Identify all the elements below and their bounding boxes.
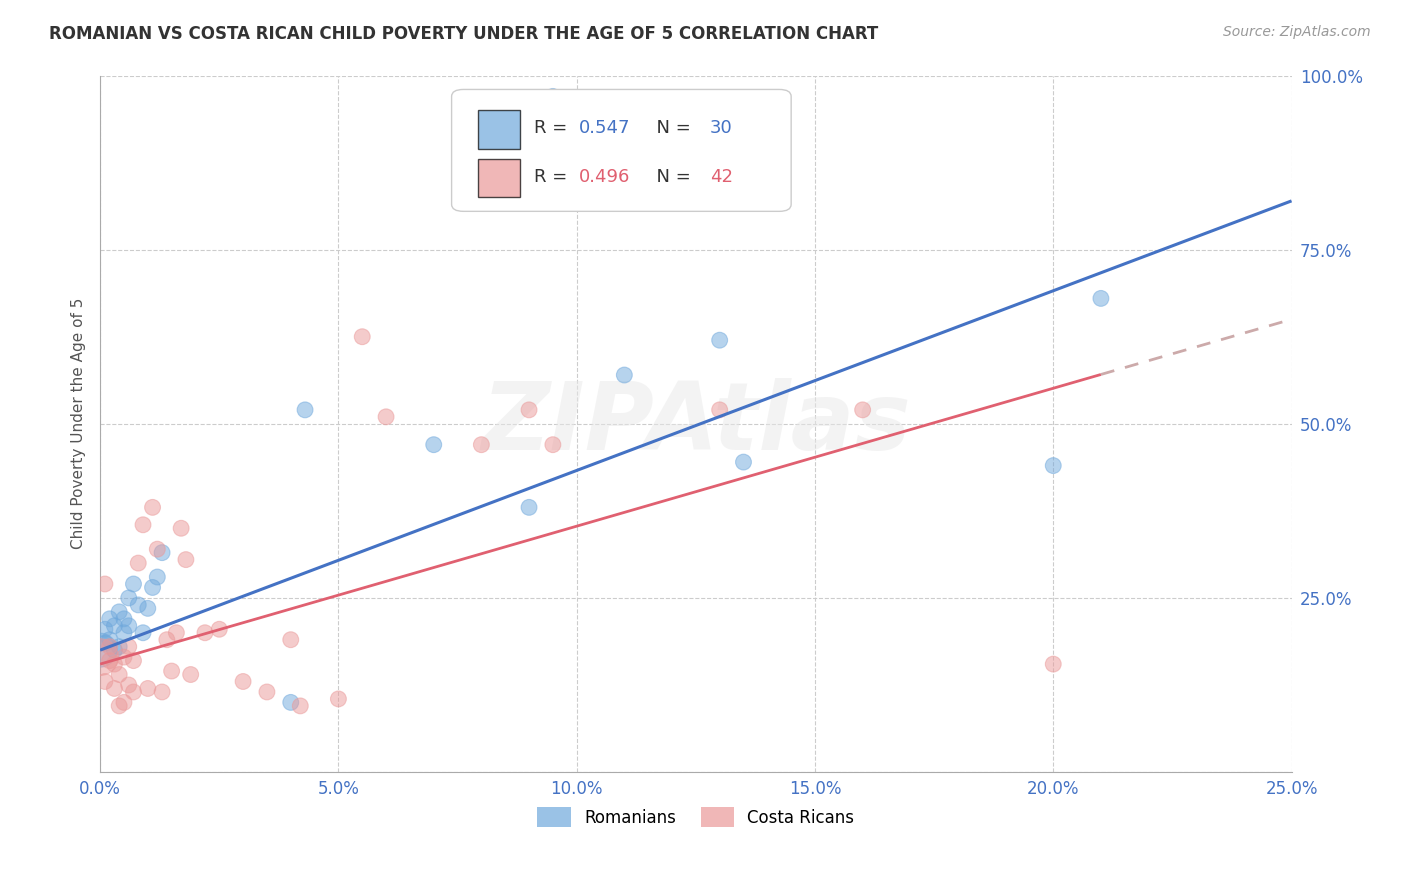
- Point: [290, 698, 312, 713]
- Point: [160, 664, 183, 678]
- Text: N =: N =: [644, 119, 696, 136]
- Text: R =: R =: [534, 168, 572, 186]
- FancyBboxPatch shape: [451, 89, 792, 211]
- Point: [94, 622, 117, 636]
- Point: [108, 605, 131, 619]
- Legend: Romanians, Costa Ricans: Romanians, Costa Ricans: [530, 801, 860, 833]
- Point: [194, 625, 217, 640]
- Point: [170, 521, 193, 535]
- Point: [108, 698, 131, 713]
- Point: [232, 674, 254, 689]
- Point: [517, 500, 540, 515]
- Point: [94, 674, 117, 689]
- Point: [136, 681, 159, 696]
- Point: [108, 640, 131, 654]
- Point: [165, 625, 187, 640]
- Text: 0.547: 0.547: [579, 119, 630, 136]
- Text: 0.496: 0.496: [579, 168, 630, 186]
- Point: [156, 632, 179, 647]
- Point: [112, 695, 135, 709]
- Point: [122, 654, 145, 668]
- Point: [422, 438, 444, 452]
- Y-axis label: Child Poverty Under the Age of 5: Child Poverty Under the Age of 5: [72, 298, 86, 549]
- Text: 42: 42: [710, 168, 733, 186]
- Point: [208, 622, 231, 636]
- Point: [280, 695, 302, 709]
- Text: N =: N =: [644, 168, 696, 186]
- Point: [709, 333, 731, 347]
- Point: [256, 685, 278, 699]
- Point: [127, 598, 149, 612]
- Point: [1042, 458, 1064, 473]
- Point: [98, 632, 121, 647]
- Text: ZIPAtlas: ZIPAtlas: [481, 378, 911, 470]
- Point: [180, 667, 202, 681]
- Point: [174, 552, 197, 566]
- Point: [1090, 292, 1112, 306]
- Point: [89, 650, 111, 665]
- Point: [94, 577, 117, 591]
- Text: R =: R =: [534, 119, 572, 136]
- Point: [118, 591, 141, 605]
- Point: [852, 402, 875, 417]
- Point: [375, 409, 398, 424]
- Point: [118, 640, 141, 654]
- Point: [103, 643, 125, 657]
- Text: ROMANIAN VS COSTA RICAN CHILD POVERTY UNDER THE AGE OF 5 CORRELATION CHART: ROMANIAN VS COSTA RICAN CHILD POVERTY UN…: [49, 25, 879, 43]
- Point: [132, 625, 155, 640]
- Point: [1042, 657, 1064, 671]
- Point: [122, 577, 145, 591]
- Point: [150, 546, 173, 560]
- Point: [146, 570, 169, 584]
- Point: [733, 455, 755, 469]
- Point: [541, 438, 564, 452]
- Point: [709, 402, 731, 417]
- Point: [280, 632, 302, 647]
- Point: [98, 612, 121, 626]
- Point: [136, 601, 159, 615]
- Point: [103, 681, 125, 696]
- Point: [352, 329, 374, 343]
- Point: [118, 619, 141, 633]
- Point: [541, 89, 564, 103]
- Point: [328, 692, 350, 706]
- Text: Source: ZipAtlas.com: Source: ZipAtlas.com: [1223, 25, 1371, 39]
- Text: 30: 30: [710, 119, 733, 136]
- Point: [94, 636, 117, 650]
- Point: [127, 556, 149, 570]
- FancyBboxPatch shape: [478, 159, 519, 197]
- Point: [118, 678, 141, 692]
- Point: [150, 685, 173, 699]
- Point: [294, 402, 316, 417]
- FancyBboxPatch shape: [478, 111, 519, 149]
- Point: [146, 542, 169, 557]
- Point: [142, 581, 165, 595]
- Point: [142, 500, 165, 515]
- Point: [122, 685, 145, 699]
- Point: [112, 625, 135, 640]
- Point: [613, 368, 636, 382]
- Point: [132, 517, 155, 532]
- Point: [112, 612, 135, 626]
- Point: [112, 650, 135, 665]
- Point: [103, 657, 125, 671]
- Point: [89, 643, 111, 657]
- Point: [98, 654, 121, 668]
- Point: [108, 667, 131, 681]
- Point: [98, 640, 121, 654]
- Point: [470, 438, 492, 452]
- Point: [103, 619, 125, 633]
- Point: [517, 402, 540, 417]
